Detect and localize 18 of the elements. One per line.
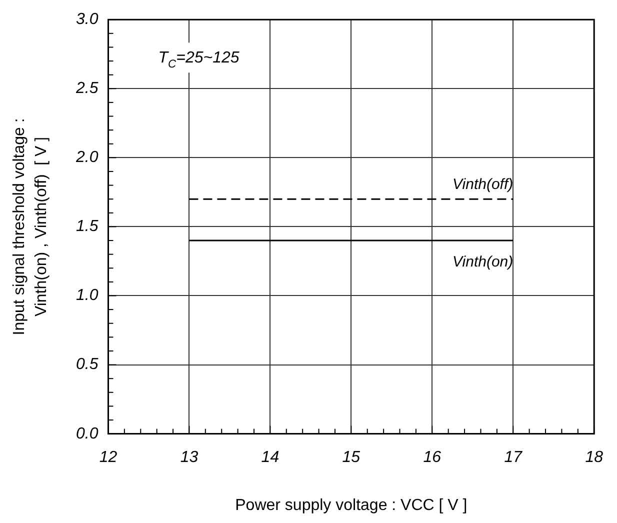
x-tick-label: 13 bbox=[180, 448, 198, 466]
y-tick-label: 2.0 bbox=[74, 149, 98, 166]
y-tick-label: 0.5 bbox=[76, 356, 98, 374]
y-tick-label: 2.5 bbox=[74, 80, 98, 98]
y-tick-label: 3.0 bbox=[76, 11, 98, 28]
x-tick-label: 14 bbox=[261, 448, 280, 466]
x-tick-label: 12 bbox=[99, 448, 118, 466]
x-axis-title: Power supply voltage : VCC [ V ] bbox=[235, 497, 468, 514]
series-label: Vinth(on) bbox=[452, 254, 514, 271]
series-label: Vinth(off) bbox=[452, 176, 514, 194]
y-tick-label: 1.5 bbox=[76, 218, 98, 236]
x-tick-label: 16 bbox=[423, 448, 442, 466]
y-tick-label: 0.0 bbox=[76, 425, 98, 442]
x-tick-label: 18 bbox=[585, 448, 604, 466]
x-tick-label: 15 bbox=[342, 448, 360, 466]
y-axis-title: Input signal threshold voltage : Vinth(on) , Vinth(off) [ V ] bbox=[11, 118, 50, 336]
y-tick-label: 1.0 bbox=[76, 287, 98, 304]
x-tick-label: 17 bbox=[504, 448, 524, 466]
